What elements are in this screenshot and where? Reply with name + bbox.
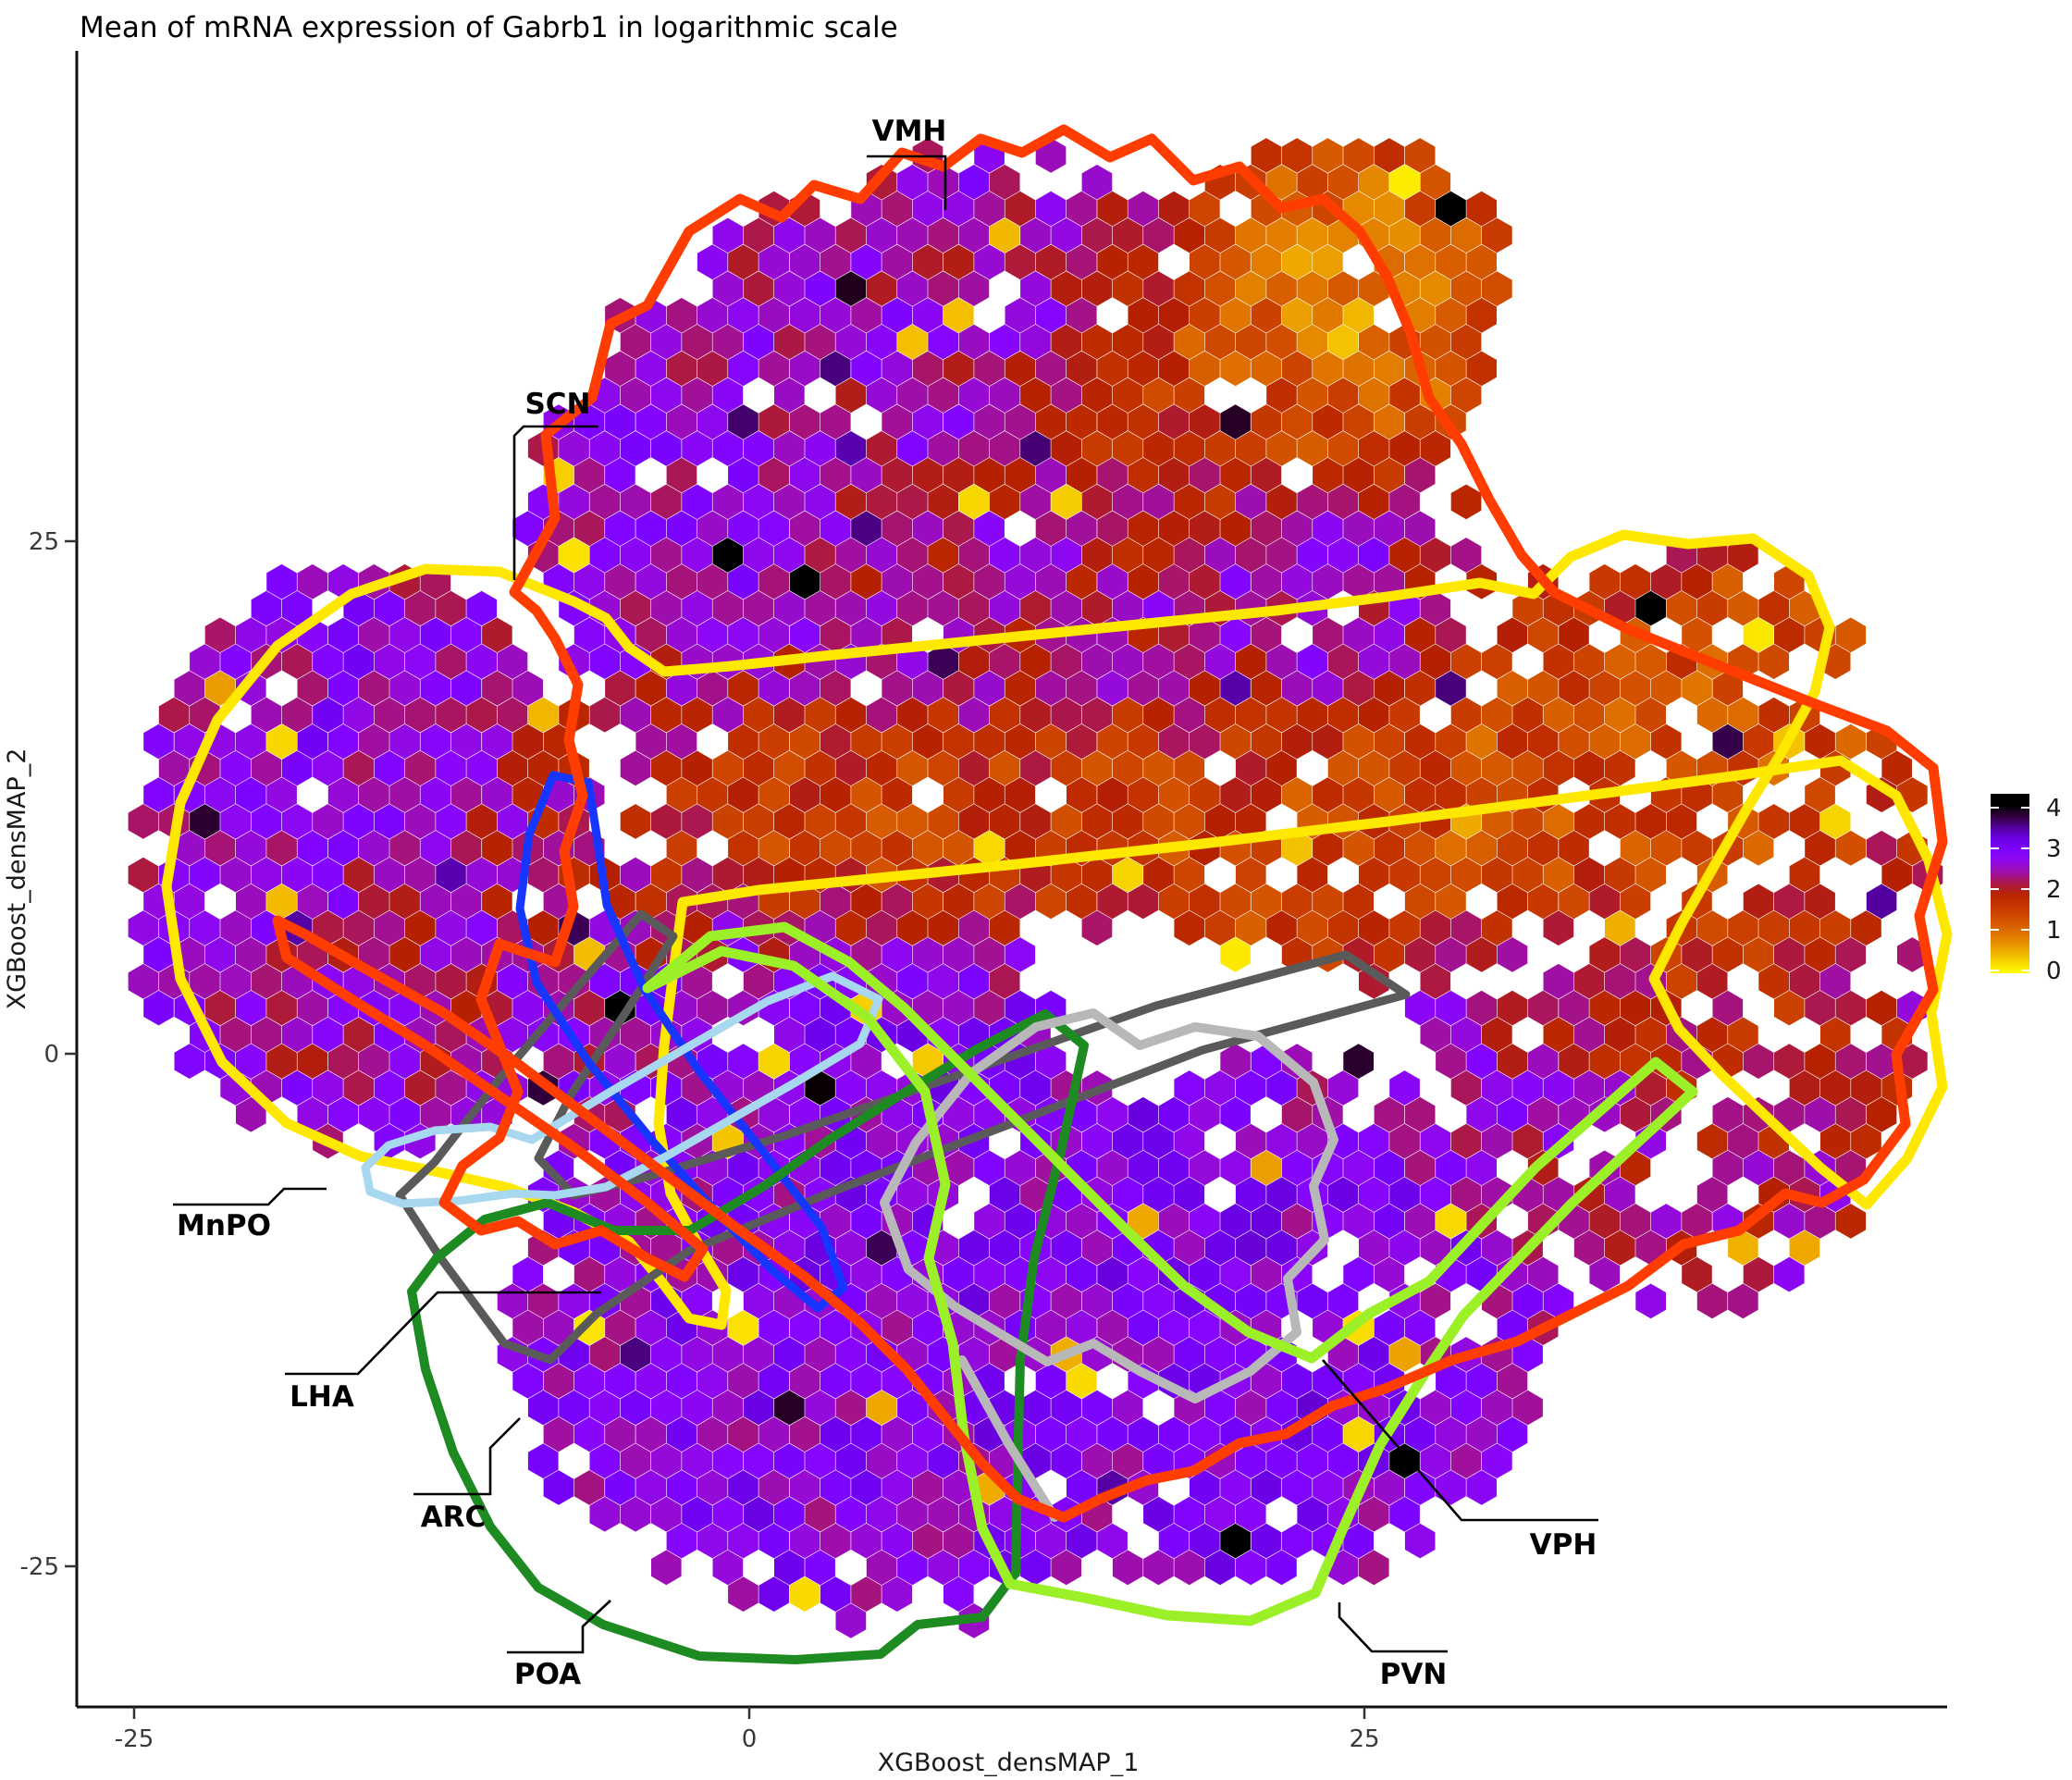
colorbar-gradient-bar — [1991, 794, 2029, 973]
colorbar: 4 3 2 1 0 — [1991, 794, 2062, 985]
lha-region-outline — [395, 909, 1411, 1365]
callout-line-vmh — [867, 155, 947, 210]
callout-line-poa — [507, 1600, 611, 1654]
region-label-vmh: VMH — [872, 115, 947, 148]
x-axis-title: XGBoost_densMAP_1 — [878, 1749, 1140, 1776]
colorbar-tick-2: 2 — [2046, 876, 2062, 904]
poa-region-outline — [407, 1009, 1089, 1664]
colorbar-tick-3: 3 — [2046, 835, 2062, 863]
y-tick-0: 0 — [43, 1041, 59, 1069]
region-outlines-layer — [161, 124, 1953, 1664]
y-axis: 25 0 -25 XGBoost_densMAP_2 — [3, 528, 77, 1581]
region-label-vph: VPH — [1530, 1528, 1597, 1562]
x-tick-neg25: -25 — [115, 1725, 154, 1753]
y-axis-title: XGBoost_densMAP_2 — [3, 748, 31, 1010]
region-label-arc: ARC — [421, 1501, 487, 1534]
vph-region-outline — [880, 1008, 1338, 1403]
callout-line-lha — [285, 1291, 601, 1376]
axes-spines — [75, 51, 1947, 1709]
callout-line-mnpo — [173, 1187, 327, 1206]
hexbin-layer — [128, 138, 1943, 1638]
region-label-pvn: PVN — [1380, 1658, 1448, 1691]
y-tick-neg25: -25 — [20, 1553, 59, 1581]
colorbar-tick-4: 4 — [2046, 795, 2062, 822]
x-tick-0: 0 — [742, 1725, 758, 1753]
callout-line-pvn — [1338, 1602, 1448, 1653]
colorbar-tick-0: 0 — [2046, 958, 2062, 985]
region-label-mnpo: MnPO — [177, 1209, 271, 1242]
callout-line-vph — [1322, 1359, 1598, 1522]
region-label-lha: LHA — [290, 1380, 354, 1414]
chart-title: Mean of mRNA expression of Gabrb1 in log… — [80, 11, 898, 44]
colorbar-tick-marks — [1991, 807, 2029, 971]
callout-line-arc — [413, 1417, 521, 1496]
region-label-poa: POA — [514, 1658, 581, 1691]
region-label-scn: SCN — [524, 388, 590, 421]
x-axis: -25 0 25 XGBoost_densMAP_1 — [115, 1707, 1380, 1777]
x-tick-25: 25 — [1349, 1725, 1379, 1753]
pvn-region-outline — [642, 921, 1698, 1626]
vph-region-tail — [957, 1355, 1059, 1522]
yellow-region-outline — [161, 529, 1953, 1330]
annotation-callout-layer — [173, 155, 1598, 1654]
y-tick-25: 25 — [29, 528, 59, 556]
mnpo-region-outline — [361, 971, 883, 1208]
callout-line-scn — [512, 425, 598, 580]
colorbar-tick-1: 1 — [2046, 917, 2062, 945]
vmh-region-outline — [272, 124, 1948, 1523]
